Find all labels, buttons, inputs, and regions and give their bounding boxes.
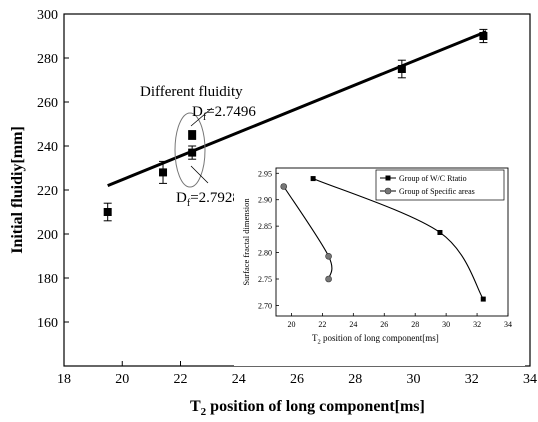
main-x-tick-label: 18 [57, 372, 71, 387]
annotation-leader-lower [190, 165, 209, 184]
main-data-point [397, 59, 406, 79]
inset-y-axis-title: Surface fractal dimension [241, 198, 251, 286]
main-data-point [479, 28, 488, 44]
inset-x-tick-label: 24 [349, 320, 357, 329]
main-fit-line [107, 30, 487, 187]
main-y-tick-label: 200 [37, 228, 58, 243]
inset-x-tick-label: 30 [442, 320, 450, 329]
square-marker [103, 208, 112, 216]
inset-circle-marker [280, 183, 288, 190]
inset-circle-marker [325, 252, 332, 260]
main-series [103, 28, 488, 222]
highlight-ellipse [174, 112, 206, 188]
main-x-axis: 18 20 22 24 26 28 30 32 34 [57, 361, 537, 387]
main-y-tick-label: 280 [37, 52, 58, 67]
inset-x-axis-title: T2 position of long component[ms] [312, 333, 439, 346]
legend-box [375, 169, 505, 201]
main-fit-line-group [107, 30, 487, 187]
inset-y-tick-label: 2.90 [258, 196, 272, 205]
main-y-tick-label: 300 [37, 8, 58, 23]
square-marker [159, 168, 168, 177]
inset-x-tick-label: 26 [380, 320, 388, 329]
inset-square-marker [480, 296, 486, 302]
inset-x-axis: 20 22 24 26 28 30 32 34 [287, 313, 512, 329]
main-y-axis-title: Initial fluidiy[mm] [9, 126, 26, 254]
annotation-df-upper: Df=2.7496 [192, 104, 256, 123]
inset-circle-marker [325, 275, 332, 283]
main-y-tick-label: 260 [37, 96, 58, 111]
inset-y-tick-label: 2.75 [258, 275, 272, 284]
main-data-point [159, 160, 168, 184]
main-x-tick-label: 26 [290, 372, 304, 387]
inset-x-tick-label: 34 [504, 320, 512, 329]
inset-square-marker [437, 229, 443, 235]
inset-y-tick-label: 2.80 [258, 249, 272, 258]
main-x-tick-label: 28 [348, 372, 362, 387]
main-data-point [188, 145, 197, 160]
main-data-point [103, 202, 112, 222]
inset-x-tick-label: 22 [318, 320, 326, 329]
inset-legend: Group of W/C Rtatio Group of Specific ar… [375, 169, 505, 201]
annotation-different-fluidity: Different fluidity [140, 84, 243, 100]
square-marker [479, 32, 488, 40]
main-y-tick-label: 240 [37, 140, 58, 155]
square-marker [397, 65, 406, 73]
main-x-tick-label: 22 [174, 372, 188, 387]
inset-y-axis: 2.70 2.75 2.80 2.85 2.90 2.95 [258, 169, 279, 310]
main-y-tick-label: 160 [37, 316, 58, 331]
main-y-axis: 160 180 200 220 240 260 280 300 [37, 8, 69, 331]
legend-marker-square [385, 175, 391, 181]
inset-y-tick-label: 2.85 [258, 222, 272, 231]
legend-marker-circle [384, 187, 392, 195]
main-data-point [188, 130, 197, 140]
inset-y-tick-label: 2.95 [258, 169, 272, 178]
main-x-tick-label: 30 [407, 372, 421, 387]
inset-square-marker [310, 176, 316, 182]
main-x-tick-label: 24 [232, 372, 246, 387]
main-y-tick-label: 180 [37, 272, 58, 287]
inset-x-tick-label: 20 [287, 320, 295, 329]
inset-series [280, 176, 486, 302]
annotation-leader-upper [190, 107, 213, 127]
legend-label-wc: Group of W/C Rtatio [399, 174, 467, 183]
square-marker [188, 131, 197, 139]
inset-x-tick-label: 32 [473, 320, 481, 329]
main-x-tick-label: 20 [115, 372, 129, 387]
annotation-df-lower: Df=2.7928 [176, 190, 240, 209]
inset-y-tick-label: 2.70 [258, 301, 272, 310]
inset-plot-frame [275, 167, 509, 317]
inset-x-tick-label: 28 [411, 320, 419, 329]
main-x-tick-label: 34 [523, 372, 537, 387]
main-x-axis-title: T2 position of long component[ms] [190, 398, 425, 418]
main-y-tick-label: 220 [37, 184, 58, 199]
legend-label-specific: Group of Specific areas [399, 187, 475, 196]
main-x-tick-label: 32 [465, 372, 479, 387]
square-marker [188, 148, 197, 157]
